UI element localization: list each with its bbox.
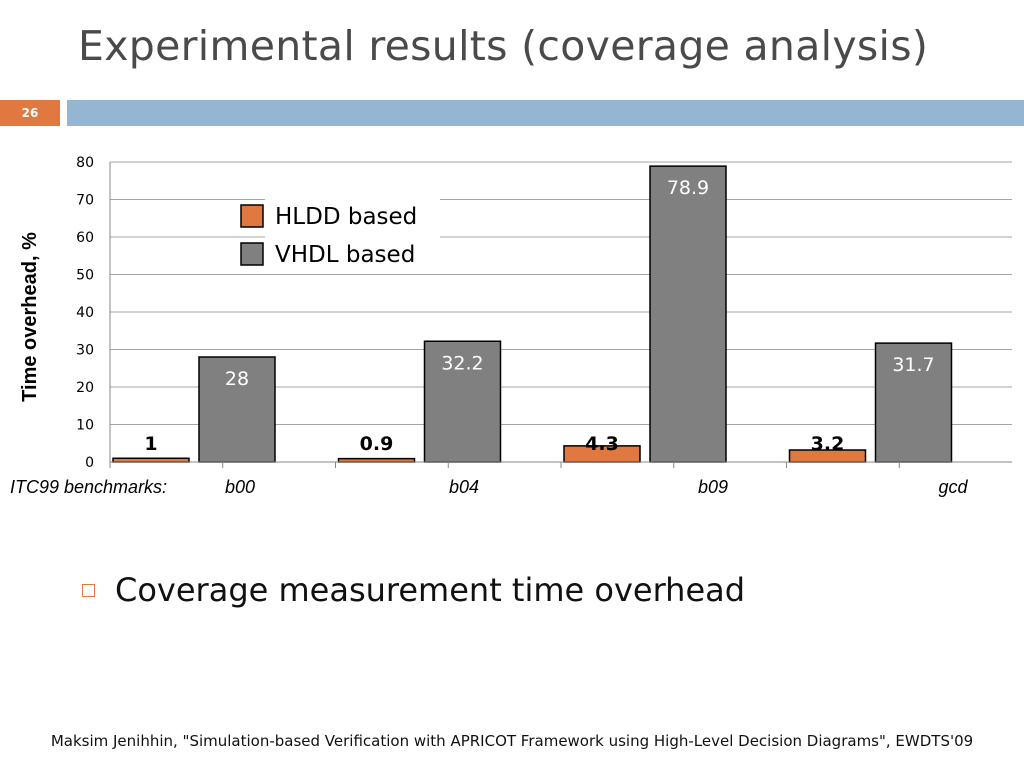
bar-chart: 0 10 20 30 40 50 60 70 80 b00 b04 b09 gcd 1 28 0.9 32.… xyxy=(10,155,1012,497)
vhdl-value-label: 78.9 xyxy=(667,177,709,199)
hldd-bar-b00 xyxy=(112,457,190,463)
y-tick-label: 30 xyxy=(76,343,94,359)
slide-number: 26 xyxy=(0,100,60,126)
vhdl-bar-gcd xyxy=(874,342,953,463)
vhdl-bar-b09 xyxy=(649,165,727,463)
data-labels: 1 28 0.9 32.2 4.3 78.9 3.2 31.7 xyxy=(144,177,934,455)
y-tick-label: 10 xyxy=(76,418,94,434)
y-tick-label: 50 xyxy=(76,268,94,284)
x-category-label: b04 xyxy=(449,477,479,497)
bars xyxy=(112,165,953,463)
y-tick-label: 20 xyxy=(76,380,94,396)
hldd-value-label: 4.3 xyxy=(585,433,619,455)
legend-swatch xyxy=(240,242,264,266)
x-category-label: b00 xyxy=(225,477,255,497)
legend-label: VHDL based xyxy=(275,242,415,268)
vhdl-value-label: 32.2 xyxy=(441,352,483,374)
x-category-label: b09 xyxy=(698,477,728,497)
legend-label: HLDD based xyxy=(275,204,417,230)
y-axis-ticks: 0 10 20 30 40 50 60 70 80 xyxy=(76,155,94,471)
hldd-value-label: 1 xyxy=(144,433,157,455)
y-axis-label: Time overhead, % xyxy=(19,232,41,402)
legend: HLDD based VHDL based xyxy=(240,191,440,269)
y-tick-label: 80 xyxy=(76,155,94,171)
y-tick-label: 0 xyxy=(85,455,94,471)
x-axis: b00 b04 b09 gcd xyxy=(109,461,1012,497)
y-tick-label: 40 xyxy=(76,305,94,321)
slide-title: Experimental results (coverage analysis) xyxy=(78,22,929,70)
hldd-value-label: 3.2 xyxy=(811,433,845,455)
legend-swatch xyxy=(240,204,264,228)
x-category-label: gcd xyxy=(938,477,968,497)
x-axis-prefix: ITC99 benchmarks: xyxy=(10,477,167,497)
hldd-bar-b04 xyxy=(337,457,416,463)
y-tick-label: 70 xyxy=(76,193,94,209)
vhdl-value-label: 31.7 xyxy=(892,354,934,376)
hldd-value-label: 0.9 xyxy=(360,433,394,455)
vhdl-bar-b00 xyxy=(198,356,276,463)
bullet-text: Coverage measurement time overhead xyxy=(115,571,746,609)
y-tick-label: 60 xyxy=(76,230,94,246)
bullet-square-icon xyxy=(82,584,95,597)
vhdl-value-label: 28 xyxy=(225,368,249,390)
title-divider-bar xyxy=(67,100,1024,126)
footer-citation: Maksim Jenihhin, "Simulation-based Verif… xyxy=(50,732,974,750)
